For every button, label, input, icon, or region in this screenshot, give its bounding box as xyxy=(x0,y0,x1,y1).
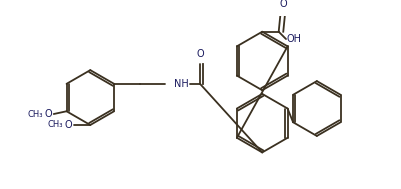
Text: O: O xyxy=(196,49,204,59)
Text: NH: NH xyxy=(174,79,189,89)
Text: CH₃: CH₃ xyxy=(27,109,43,119)
Text: OH: OH xyxy=(286,34,301,44)
Text: O: O xyxy=(65,120,72,130)
Text: O: O xyxy=(279,0,287,9)
Text: CH₃: CH₃ xyxy=(47,120,63,129)
Text: O: O xyxy=(44,109,52,119)
